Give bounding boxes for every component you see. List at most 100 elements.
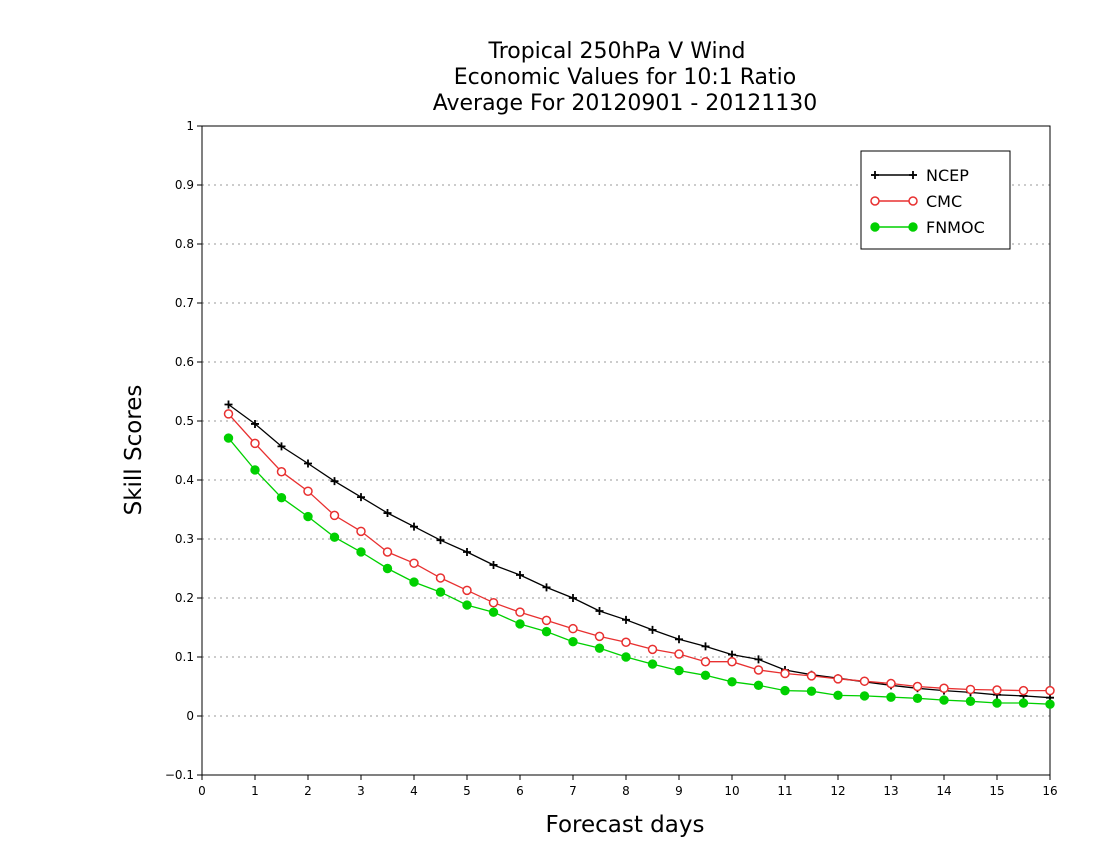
data-point [303, 511, 313, 522]
data-point [568, 623, 578, 634]
legend: NCEP CMC FNMOC [860, 150, 1011, 250]
data-point [780, 685, 790, 696]
data-point [488, 597, 499, 608]
data-point [727, 656, 737, 667]
legend-box [860, 150, 1011, 250]
data-point [541, 626, 552, 637]
legend-label: CMC [926, 192, 962, 211]
legend-label: FNMOC [926, 218, 985, 237]
data-point [870, 222, 880, 232]
y-tick-label: 0.3 [175, 532, 194, 546]
data-point [912, 693, 923, 703]
y-tick-label: 0.1 [175, 650, 194, 664]
title-line-2: Economic Values for 10:1 Ratio [454, 65, 796, 90]
data-point [886, 692, 896, 702]
data-point [462, 600, 472, 610]
data-point [675, 635, 683, 644]
legend-label: NCEP [926, 166, 969, 185]
data-point [674, 649, 684, 659]
data-point [622, 615, 630, 624]
data-point [223, 433, 234, 443]
data-point [329, 510, 340, 521]
data-point [304, 459, 312, 468]
data-point [647, 659, 658, 669]
x-tick-label: 6 [516, 784, 524, 798]
series-line [228, 413, 1050, 692]
data-point [250, 438, 260, 449]
x-tick-label: 2 [304, 784, 312, 798]
data-point [909, 171, 917, 179]
data-point [674, 665, 684, 676]
data-point [435, 587, 446, 597]
y-tick-label: 0.7 [175, 296, 194, 310]
data-point [410, 522, 418, 531]
data-point [806, 686, 817, 696]
data-point [488, 607, 499, 617]
data-point [251, 419, 259, 428]
legend-item-ncep: NCEP [871, 166, 969, 185]
legend-item-fnmoc: FNMOC [870, 218, 985, 237]
legend-item-cmc: CMC [870, 192, 962, 211]
data-point [965, 684, 976, 695]
data-point [647, 644, 658, 655]
data-point [621, 637, 631, 647]
data-point [303, 486, 313, 496]
data-point [276, 493, 287, 503]
data-point [409, 577, 419, 587]
data-point [436, 536, 445, 545]
data-point [515, 619, 525, 629]
data-point [356, 547, 366, 557]
data-point [356, 526, 366, 537]
title-line-1: Tropical 250hPa V Wind [487, 39, 745, 64]
data-point [621, 652, 631, 662]
data-point [806, 671, 817, 681]
chart-title: Tropical 250hPa V Wind Economic Values f… [433, 39, 818, 116]
data-point [1045, 685, 1055, 696]
series-fnmoc [223, 433, 1055, 709]
x-tick-label: 16 [1042, 784, 1057, 798]
x-tick-label: 1 [251, 784, 259, 798]
x-tick-label: 0 [198, 784, 206, 798]
data-point [435, 573, 446, 583]
data-point [595, 606, 604, 615]
x-tick-label: 10 [724, 784, 739, 798]
x-axis: 0 1 2 3 4 5 6 7 8 9 10 11 12 13 14 15 16 [198, 775, 1058, 798]
data-point [871, 171, 879, 179]
data-point [357, 493, 365, 502]
x-tick-label: 9 [675, 784, 683, 798]
series-group [223, 400, 1055, 709]
series-line [228, 437, 1051, 705]
data-point [908, 196, 918, 206]
x-tick-label: 5 [463, 784, 471, 798]
y-tick-label: 0.4 [175, 473, 194, 487]
data-point [965, 696, 976, 706]
data-point [382, 547, 393, 557]
y-tick-label: 0.2 [175, 591, 194, 605]
y-tick-label: 0.5 [175, 414, 194, 428]
data-point [912, 681, 923, 692]
data-point [383, 509, 392, 518]
x-tick-label: 13 [883, 784, 898, 798]
data-point [541, 615, 552, 626]
data-point [489, 560, 498, 569]
data-point [277, 442, 286, 451]
data-point [568, 636, 578, 647]
y-tick-label: −0.1 [165, 768, 194, 782]
data-point [754, 655, 763, 664]
x-tick-label: 4 [410, 784, 418, 798]
data-point [276, 466, 287, 477]
data-point [859, 676, 870, 686]
x-tick-label: 12 [830, 784, 845, 798]
x-tick-label: 11 [777, 784, 792, 798]
data-point [463, 547, 471, 556]
data-point [250, 465, 260, 475]
data-point [753, 680, 764, 691]
data-point [1018, 698, 1029, 708]
y-axis: −0.1 0 0.1 0.2 0.3 0.4 0.5 0.6 0.7 0.8 0.9 1 [165, 119, 202, 782]
data-point [224, 400, 233, 409]
data-point [780, 668, 790, 679]
y-tick-label: 1 [186, 119, 194, 133]
x-tick-label: 15 [989, 784, 1004, 798]
grid-lines [202, 184, 1050, 717]
